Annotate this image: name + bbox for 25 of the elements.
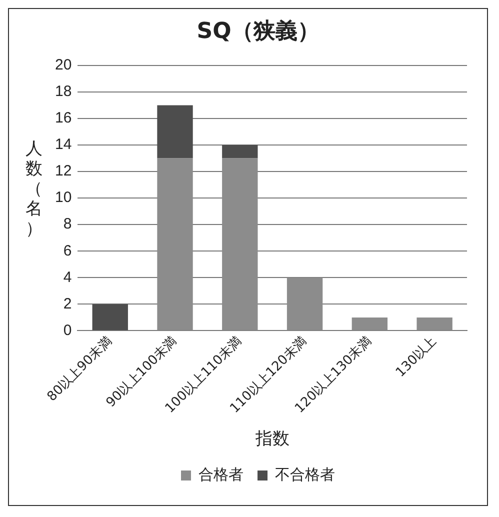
bar (352, 317, 388, 330)
bar (222, 144, 258, 158)
x-axis-title: 指数 (254, 429, 290, 450)
y-tick-label: 20 (54, 56, 72, 74)
bar (286, 278, 323, 330)
y-tick-label: 18 (54, 83, 72, 100)
y-tick-label: 2 (63, 295, 72, 312)
chart-title: SQ（狭義） (196, 18, 320, 44)
bar (157, 158, 193, 330)
y-axis-title: 人数（名） (24, 139, 44, 239)
y-tick-label: 0 (63, 322, 72, 339)
y-tick-label: 10 (54, 189, 72, 206)
x-tick-label: 130以上 (393, 334, 440, 380)
legend-label: 合格者 (198, 465, 244, 484)
y-tick-label: 12 (54, 162, 72, 180)
y-tick-label: 16 (54, 110, 72, 127)
bar (222, 158, 258, 330)
bar (92, 304, 128, 330)
legend-label: 不合格者 (275, 465, 335, 484)
y-tick-label: 8 (63, 216, 72, 233)
y-tick-label: 6 (63, 242, 72, 260)
y-tick-label: 4 (63, 268, 72, 286)
bar (416, 317, 452, 330)
y-tick-label: 14 (54, 136, 72, 154)
bar (157, 105, 193, 158)
